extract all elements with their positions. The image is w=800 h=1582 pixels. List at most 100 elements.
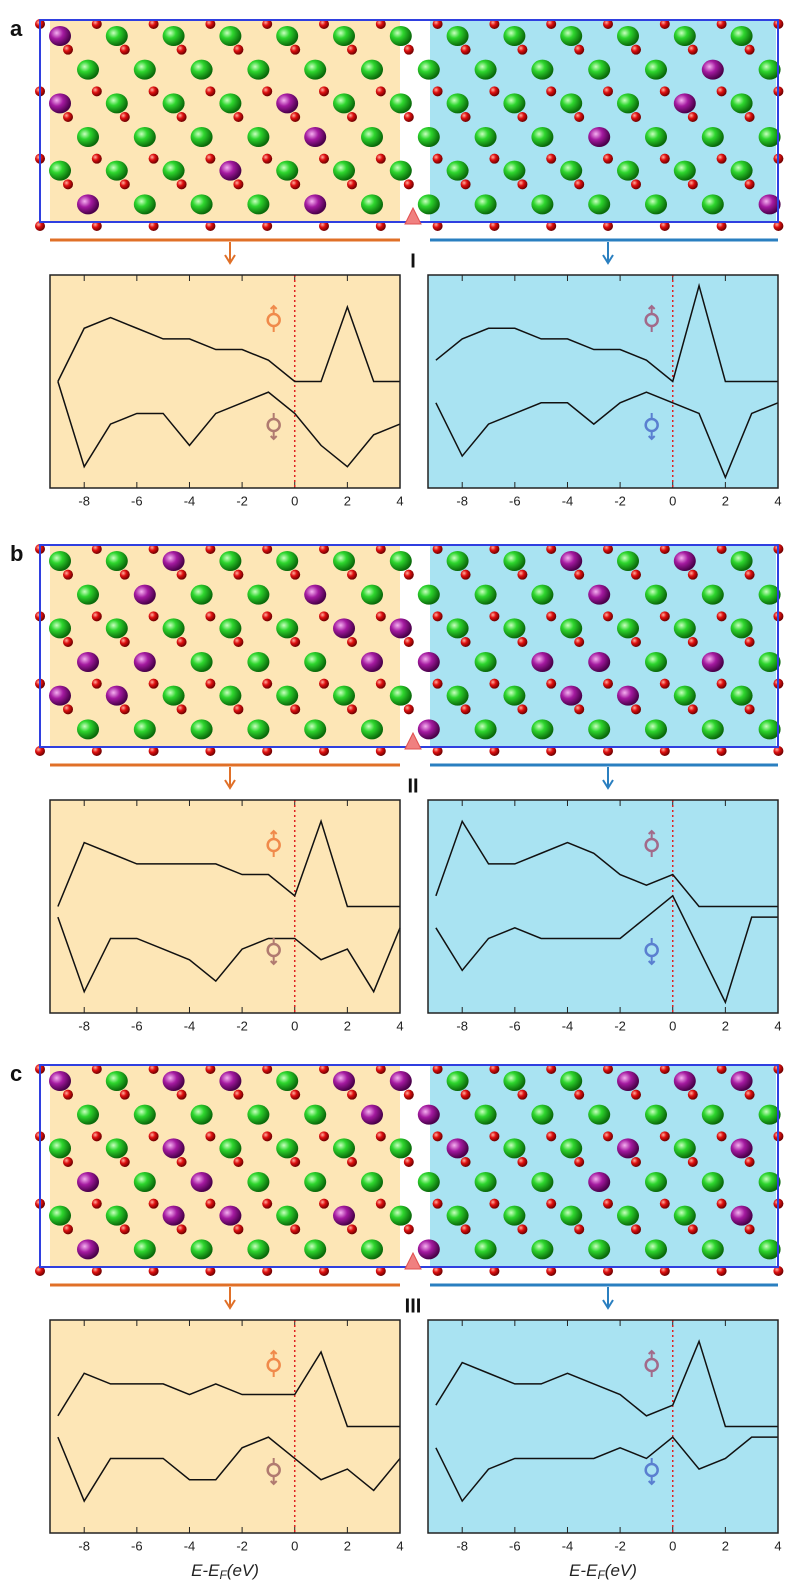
oxygen-atom (546, 679, 556, 689)
oxygen-atom (92, 611, 102, 621)
metal-atom-a (418, 60, 440, 80)
oxygen-atom (177, 45, 187, 55)
metal-atom-a (503, 1206, 525, 1226)
metal-atom-a (247, 1105, 269, 1125)
oxygen-atom (717, 1131, 727, 1141)
oxygen-atom (404, 179, 414, 189)
x-tick-label: -2 (236, 493, 248, 508)
x-tick-label: 2 (344, 1018, 351, 1033)
metal-atom-b (674, 1071, 696, 1091)
oxygen-atom (120, 570, 130, 580)
metal-atom-a (276, 551, 298, 571)
metal-atom-b (106, 686, 128, 706)
down-arrow (225, 767, 235, 788)
metal-atom-a (191, 1239, 213, 1259)
oxygen-atom (376, 1131, 386, 1141)
oxygen-atom (603, 611, 613, 621)
oxygen-atom (319, 1199, 329, 1209)
metal-atom-a (560, 93, 582, 113)
oxygen-atom (233, 637, 243, 647)
metal-atom-a (475, 652, 497, 672)
metal-atom-a (645, 1239, 667, 1259)
interface-label: I (410, 250, 416, 272)
metal-atom-a (219, 1138, 241, 1158)
metal-atom-a (390, 551, 412, 571)
down-arrow (603, 1287, 613, 1308)
metal-atom-a (134, 1105, 156, 1125)
metal-atom-a (134, 719, 156, 739)
metal-atom-b (447, 1138, 469, 1158)
metal-atom-b (163, 551, 185, 571)
oxygen-atom (177, 1157, 187, 1167)
metal-atom-a (134, 60, 156, 80)
oxygen-atom (120, 45, 130, 55)
oxygen-atom (63, 1090, 73, 1100)
oxygen-atom (404, 1157, 414, 1167)
interface-marker (405, 1253, 421, 1269)
metal-atom-b (163, 1138, 185, 1158)
metal-atom-b (163, 1206, 185, 1226)
right-region (430, 1065, 776, 1267)
metal-atom-a (191, 1105, 213, 1125)
metal-atom-a (447, 93, 469, 113)
x-tick-label: -6 (509, 1018, 521, 1033)
metal-atom-b (49, 26, 71, 46)
metal-atom-a (617, 618, 639, 638)
metal-atom-a (333, 93, 355, 113)
oxygen-atom (319, 154, 329, 164)
metal-atom-a (77, 127, 99, 147)
metal-atom-a (361, 1239, 383, 1259)
metal-atom-a (49, 161, 71, 181)
metal-atom-a (645, 585, 667, 605)
oxygen-atom (262, 154, 272, 164)
metal-atom-a (163, 93, 185, 113)
metal-atom-a (418, 127, 440, 147)
metal-atom-a (447, 1206, 469, 1226)
oxygen-atom (404, 570, 414, 580)
oxygen-atom (92, 679, 102, 689)
oxygen-atom (546, 86, 556, 96)
oxygen-atom (631, 179, 641, 189)
oxygen-atom (177, 179, 187, 189)
oxygen-atom (205, 1199, 215, 1209)
right-region (430, 20, 776, 222)
x-tick-label: 4 (396, 493, 403, 508)
metal-atom-a (163, 618, 185, 638)
oxygen-atom (177, 637, 187, 647)
metal-atom-b (333, 618, 355, 638)
oxygen-atom (433, 86, 443, 96)
oxygen-atom (290, 112, 300, 122)
metal-atom-a (503, 93, 525, 113)
metal-atom-b (134, 585, 156, 605)
oxygen-atom (290, 570, 300, 580)
oxygen-atom (376, 679, 386, 689)
metal-atom-b (588, 652, 610, 672)
x-tick-label: 4 (774, 1018, 781, 1033)
oxygen-atom (63, 179, 73, 189)
oxygen-atom (63, 570, 73, 580)
oxygen-atom (461, 637, 471, 647)
metal-atom-a (588, 1239, 610, 1259)
metal-atom-a (418, 585, 440, 605)
oxygen-atom (489, 679, 499, 689)
oxygen-atom (149, 611, 159, 621)
metal-atom-b (674, 551, 696, 571)
metal-atom-a (560, 26, 582, 46)
metal-atom-b (390, 618, 412, 638)
metal-atom-b (49, 1071, 71, 1091)
oxygen-atom (546, 1131, 556, 1141)
x-tick-label: -4 (562, 1538, 574, 1553)
oxygen-atom (517, 637, 527, 647)
metal-atom-a (163, 686, 185, 706)
metal-atom-a (674, 686, 696, 706)
metal-atom-a (134, 1172, 156, 1192)
metal-atom-a (674, 618, 696, 638)
metal-atom-a (731, 93, 753, 113)
oxygen-atom (546, 611, 556, 621)
metal-atom-a (702, 585, 724, 605)
x-tick-label: -2 (614, 493, 626, 508)
x-axis-title: E-EF(eV) (569, 1561, 637, 1582)
metal-atom-a (219, 551, 241, 571)
oxygen-atom (262, 611, 272, 621)
oxygen-atom (517, 179, 527, 189)
